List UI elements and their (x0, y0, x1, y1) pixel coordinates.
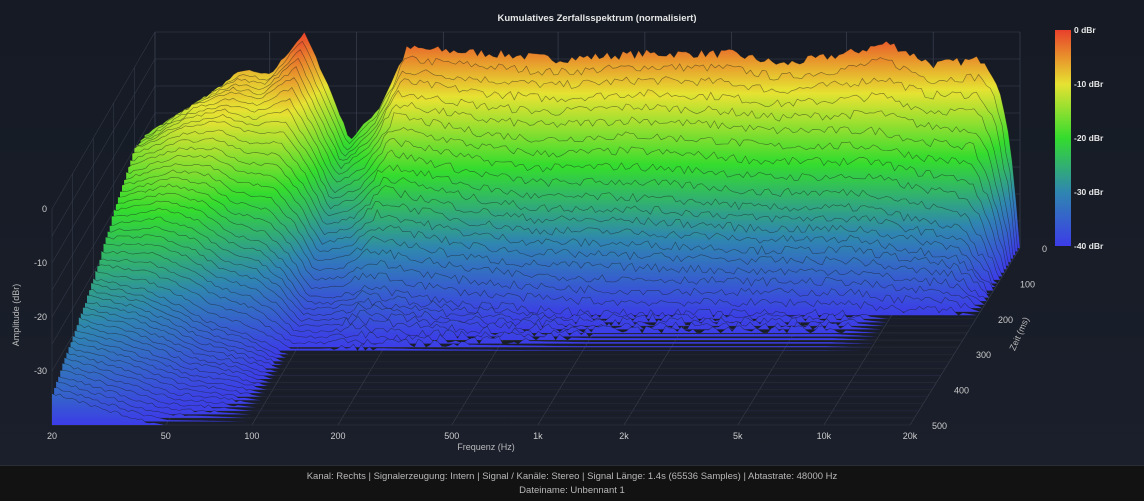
waterfall-slice-line (72, 335, 932, 390)
waterfall-svg: 20 50 100 200 500 1k 2k 5k 10k 20k 0 -10 -20 -30 0 100 2… (11, 13, 1104, 452)
waterfall-slice-line (152, 40, 1019, 252)
waterfall-slice-line (105, 234, 968, 334)
waterfall-slice-line (60, 370, 919, 412)
z-tick-label: 500 (932, 421, 947, 431)
waterfall-slice-line (111, 207, 974, 323)
waterfall-slice-line (97, 264, 959, 348)
waterfall-slice (56, 381, 915, 418)
x-tick-label: 200 (330, 431, 345, 441)
waterfall-slice-line (109, 216, 972, 327)
waterfall-slice-line (103, 243, 965, 337)
waterfall-slice (119, 177, 983, 309)
waterfall-slice-line (64, 357, 924, 405)
waterfall-slice-line (130, 137, 994, 291)
x-tick-label: 100 (244, 431, 259, 441)
colorbar-label: -40 dBr (1074, 241, 1104, 251)
colorbar-label: -30 dBr (1074, 187, 1104, 197)
waterfall-slice-line (54, 387, 913, 422)
z-tick-label: 0 (1042, 244, 1047, 254)
y-axis-label: Amplitude (dBr) (11, 284, 21, 347)
waterfall-slice (52, 393, 910, 425)
waterfall-slice-line (154, 31, 1021, 249)
waterfall-slice-line (76, 324, 937, 383)
colorbar: 0 dBr -10 dBr -20 dBr -30 dBr -40 dBr (1055, 25, 1104, 251)
status-bar: Kanal: Rechts | Signalerzeugung: Intern … (0, 465, 1144, 501)
x-axis-label: Frequenz (Hz) (457, 442, 515, 452)
y-tick-label: -30 (34, 366, 47, 376)
waterfall-slice-line (95, 270, 957, 352)
waterfall-slice-line (124, 163, 988, 302)
waterfall-slice (54, 387, 913, 422)
waterfall-slice-line (138, 108, 1003, 277)
waterfall-slice-line (58, 376, 917, 415)
waterfall-slice-line (70, 340, 930, 394)
waterfall-slice-line (132, 129, 996, 288)
waterfall-slice-line (107, 226, 970, 330)
axes: 20 50 100 200 500 1k 2k 5k 10k 20k 0 -10 -20 -30 0 100 2… (34, 204, 1047, 441)
status-filename: Dateiname: Unbennant 1 (519, 485, 625, 496)
waterfall-slice-line (121, 169, 985, 305)
z-tick-label: 400 (954, 386, 969, 396)
z-tick-label: 200 (998, 315, 1013, 325)
waterfall-slice-line (80, 312, 941, 376)
colorbar-label: -20 dBr (1074, 133, 1104, 143)
z-tick-label: 100 (1020, 279, 1035, 289)
waterfall-slice-line (142, 87, 1008, 270)
waterfall-slice-line (119, 177, 983, 309)
waterfall-slice-line (93, 278, 954, 355)
waterfall-slice-line (66, 351, 926, 401)
y-tick-label: -20 (34, 312, 47, 322)
waterfall-slice-line (78, 316, 939, 380)
waterfall-slice-line (51, 393, 910, 426)
waterfall-slice-line (140, 98, 1005, 273)
grid-line (51, 58, 156, 237)
grid-line (51, 85, 156, 264)
waterfall-slice-line (148, 57, 1014, 259)
chart-title: Kumulatives Zerfallsspektrum (normalisie… (497, 13, 696, 24)
waterfall-slice-line (128, 146, 992, 295)
y-tick-label: -10 (34, 258, 47, 268)
grid-line (51, 31, 156, 210)
status-info: Kanal: Rechts | Signalerzeugung: Intern … (306, 471, 838, 482)
x-tick-label: 20 (47, 431, 57, 441)
waterfall-slice-line (126, 154, 990, 298)
x-tick-label: 500 (444, 431, 459, 441)
x-tick-label: 10k (817, 431, 832, 441)
x-tick-label: 50 (161, 431, 171, 441)
waterfall-slice-line (62, 362, 921, 408)
x-tick-label: 2k (619, 431, 629, 441)
waterfall-slice-line (89, 289, 950, 362)
waterfall-slice-line (91, 282, 952, 358)
waterfall-slice-line (146, 66, 1012, 263)
waterfall-slices (51, 31, 1021, 426)
waterfall-chart: 20 50 100 200 500 1k 2k 5k 10k 20k 0 -10 -20 -30 0 100 2… (0, 0, 1144, 465)
waterfall-slice-line (117, 183, 981, 312)
waterfall-slice-line (136, 114, 1001, 281)
waterfall-slice-line (150, 49, 1016, 256)
waterfall-slice-line (82, 306, 943, 373)
waterfall-slice-line (101, 250, 963, 341)
waterfall-slice-line (99, 258, 961, 345)
colorbar-scale (1055, 30, 1071, 246)
x-tick-label: 1k (533, 431, 543, 441)
waterfall-slice-line (68, 346, 928, 397)
colorbar-label: -10 dBr (1074, 79, 1104, 89)
colorbar-label: 0 dBr (1074, 25, 1096, 35)
waterfall-slice (117, 183, 981, 312)
grid-line (51, 112, 156, 291)
z-tick-label: 300 (976, 350, 991, 360)
waterfall-slice-line (74, 330, 935, 387)
waterfall-slice-line (56, 381, 915, 419)
waterfall-slice-line (115, 192, 979, 316)
x-tick-label: 20k (903, 431, 918, 441)
y-tick-label: 0 (42, 204, 47, 214)
waterfall-slice-line (134, 120, 999, 284)
x-tick-label: 5k (733, 431, 743, 441)
waterfall-slice-line (84, 302, 946, 369)
waterfall-slice-line (144, 77, 1010, 266)
waterfall-slice-line (86, 295, 948, 366)
